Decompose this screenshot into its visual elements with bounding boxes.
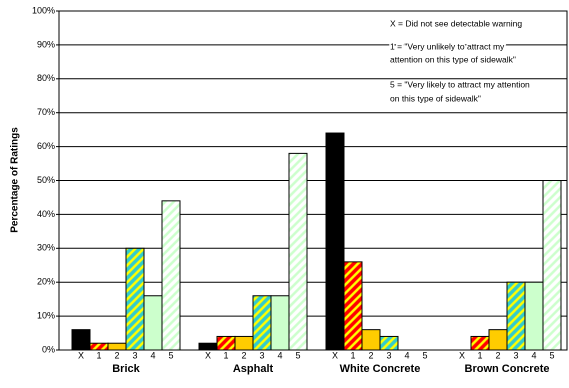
bar <box>379 335 399 351</box>
bar <box>488 329 508 351</box>
category-label: Brick <box>112 363 140 375</box>
series-label: 2 <box>114 350 119 360</box>
bar <box>361 329 381 351</box>
series-label: 3 <box>132 350 137 360</box>
bar <box>143 295 163 351</box>
y-tick-label: 20% <box>37 277 55 287</box>
y-tick-label: 0% <box>42 344 55 354</box>
bar <box>524 281 544 351</box>
bar <box>270 295 290 351</box>
series-label: 2 <box>368 350 373 360</box>
series-label: 4 <box>531 350 536 360</box>
y-axis-title: Percentage of Ratings <box>10 127 21 233</box>
bar <box>71 329 91 351</box>
bar <box>89 342 109 351</box>
series-label: 4 <box>150 350 155 360</box>
bar <box>470 335 490 351</box>
bar <box>125 247 145 351</box>
series-label: 3 <box>386 350 391 360</box>
bar <box>252 295 272 351</box>
category-label: Asphalt <box>233 363 274 375</box>
bar <box>325 132 345 351</box>
series-label: 3 <box>513 350 518 360</box>
category-label: Brown Concrete <box>465 363 550 375</box>
annotation: X = Did not see detectable warning <box>390 18 522 28</box>
series-label: 1 <box>96 350 101 360</box>
annotation: 1 = "Very unlikely to attract my <box>390 41 505 51</box>
series-label: 3 <box>259 350 264 360</box>
annotation: 5 = "Very likely to attract my attention <box>390 79 530 89</box>
bar <box>542 180 562 351</box>
bar <box>216 335 236 351</box>
y-tick-label: 80% <box>37 73 55 83</box>
bar <box>506 281 526 351</box>
series-label: 4 <box>404 350 409 360</box>
series-label: X <box>332 350 338 360</box>
series-label: X <box>78 350 84 360</box>
y-tick-label: 100% <box>32 5 55 15</box>
y-tick-label: 90% <box>37 39 55 49</box>
y-tick-label: 50% <box>37 175 55 185</box>
bar <box>198 342 218 351</box>
y-tick-label: 40% <box>37 209 55 219</box>
series-label: 2 <box>495 350 500 360</box>
series-label: 1 <box>477 350 482 360</box>
bar <box>234 335 254 351</box>
bar <box>343 261 363 351</box>
y-tick-label: 10% <box>37 310 55 320</box>
category-label: White Concrete <box>340 363 421 375</box>
annotation: attention on this type of sidewalk" <box>390 54 516 64</box>
series-label: 5 <box>422 350 427 360</box>
series-label: 4 <box>277 350 282 360</box>
series-label: 5 <box>295 350 300 360</box>
bar <box>161 200 181 351</box>
series-label: 1 <box>350 350 355 360</box>
series-label: 1 <box>223 350 228 360</box>
y-tick-label: 30% <box>37 243 55 253</box>
series-label: 2 <box>241 350 246 360</box>
series-label: 5 <box>549 350 554 360</box>
series-label: X <box>459 350 465 360</box>
bar <box>288 152 308 351</box>
bar <box>107 342 127 351</box>
series-label: 5 <box>168 350 173 360</box>
plot-border <box>58 10 568 351</box>
y-tick-label: 70% <box>37 107 55 117</box>
annotation: on this type of sidewalk" <box>390 93 481 103</box>
series-label: X <box>205 350 211 360</box>
y-tick-label: 60% <box>37 141 55 151</box>
